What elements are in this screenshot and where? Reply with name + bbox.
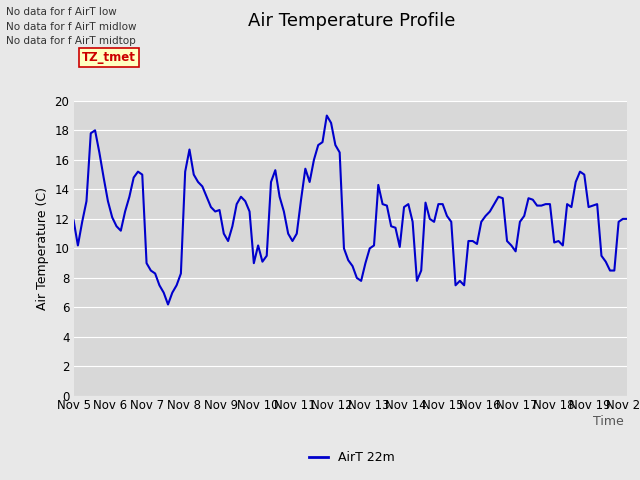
Text: No data for f AirT low: No data for f AirT low: [6, 7, 117, 17]
Text: No data for f AirT midlow: No data for f AirT midlow: [6, 22, 137, 32]
Text: Air Temperature Profile: Air Temperature Profile: [248, 12, 456, 30]
Text: TZ_tmet: TZ_tmet: [82, 51, 136, 64]
Text: No data for f AirT midtop: No data for f AirT midtop: [6, 36, 136, 46]
Legend: AirT 22m: AirT 22m: [304, 446, 400, 469]
Y-axis label: Air Temperature (C): Air Temperature (C): [36, 187, 49, 310]
Text: Time: Time: [593, 415, 624, 428]
